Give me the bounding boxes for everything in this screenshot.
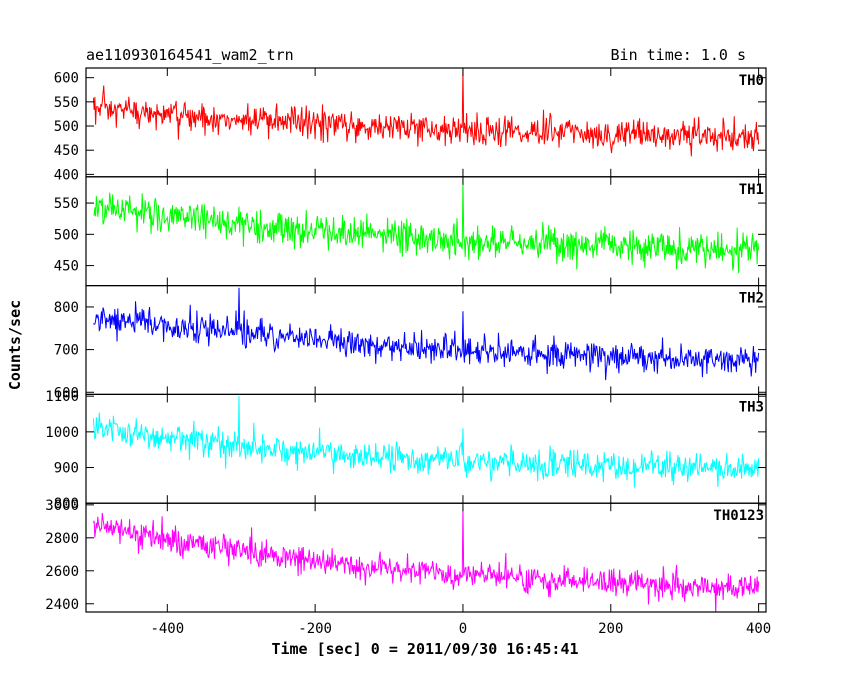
y-axis-title: Counts/sec	[6, 300, 24, 390]
y-tick-label: 600	[54, 385, 79, 401]
y-tick-label: 450	[54, 143, 79, 159]
y-tick-label: 1100	[45, 389, 79, 405]
series-line-th1	[93, 178, 760, 274]
panel-label: TH0123	[713, 508, 764, 524]
y-tick-label: 700	[54, 343, 79, 359]
y-tick-label: 900	[54, 461, 79, 477]
y-tick-label: 500	[54, 119, 79, 135]
panel-label: TH1	[739, 182, 764, 198]
y-tick-label: 500	[54, 227, 79, 243]
y-tick-label: 1000	[45, 425, 79, 441]
x-tick-label: -200	[298, 621, 332, 637]
x-axis-title: Time [sec] 0 = 2011/09/30 16:45:41	[271, 640, 578, 658]
y-tick-label: 600	[54, 71, 79, 87]
panel-th0123: 2400 2600 2800 3000 TH0123	[45, 498, 767, 613]
panel-label: TH3	[739, 399, 764, 415]
series-line-th0	[92, 68, 760, 157]
panel-label: TH0	[739, 73, 764, 89]
panel-th0: 400 450 500 550 600 TH0	[54, 67, 767, 183]
panel-th2: 600 700 800 TH2	[54, 285, 767, 401]
panel-frame	[85, 67, 767, 178]
panel-th3: 800 900 1000 1100 TH3	[45, 389, 767, 512]
series-line-th3	[92, 396, 760, 488]
y-tick-label: 550	[54, 196, 79, 212]
bin-time-label: Bin time: 1.0 s	[611, 46, 746, 64]
panel-frame	[85, 502, 767, 613]
x-tick-label: 400	[746, 621, 771, 637]
y-tick-label: 450	[54, 259, 79, 275]
panel-frame	[85, 393, 767, 504]
panel-frame	[85, 285, 767, 396]
chart-title: ae110930164541_wam2_trn	[86, 46, 294, 64]
y-tick-label: 2400	[45, 597, 79, 613]
y-tick-label: 550	[54, 95, 79, 111]
series-line-th0123	[92, 506, 760, 613]
x-tick-label: -400	[150, 621, 184, 637]
panel-frame	[85, 176, 767, 287]
panel-th1: 450 500 550 TH1	[54, 176, 767, 287]
panel-label: TH2	[739, 291, 764, 307]
series-line-th2	[93, 287, 760, 381]
y-tick-label: 800	[54, 300, 79, 316]
panels: 400 450 500 550 600 TH0 450 500 550 TH1 600 700 800 T…	[45, 67, 771, 637]
y-tick-label: 800	[54, 496, 79, 512]
y-tick-label: 2800	[45, 531, 79, 547]
y-tick-label: 400	[54, 167, 79, 183]
y-tick-label: 2600	[45, 564, 79, 580]
x-tick-label: 0	[459, 621, 467, 637]
y-tick-label: 3000	[45, 498, 79, 514]
x-tick-label: 200	[598, 621, 623, 637]
